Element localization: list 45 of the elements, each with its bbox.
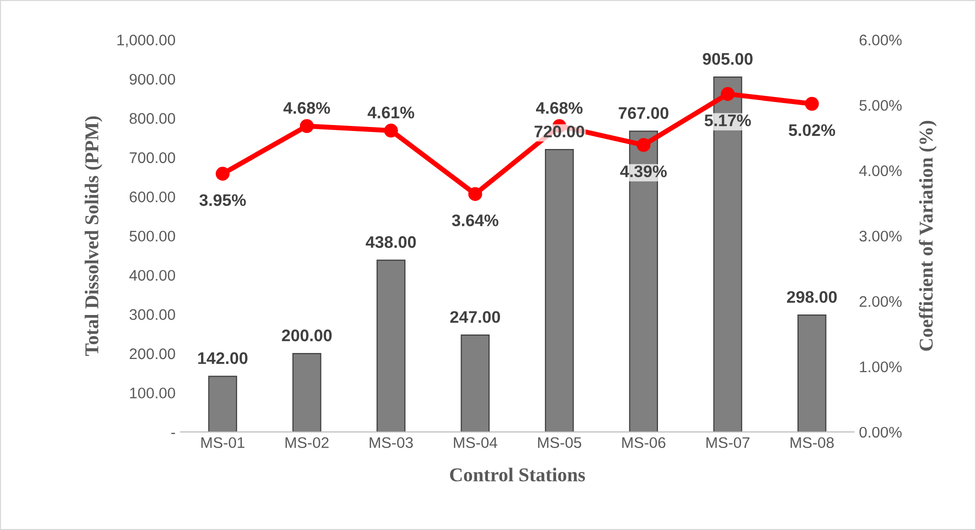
y2-axis-title: Coefficient of Variation (%) xyxy=(918,120,937,351)
data-label: 4.68% xyxy=(536,102,583,114)
y-tick-label: 300.00 xyxy=(130,309,176,320)
x-tick-label: MS-01 xyxy=(201,437,244,448)
y-tick-label: 800.00 xyxy=(130,113,176,124)
data-label: 438.00 xyxy=(366,236,416,248)
x-tick-label: MS-08 xyxy=(790,437,834,448)
y2-tick-label: 5.00% xyxy=(859,100,902,111)
x-tick-label: MS-07 xyxy=(706,437,750,448)
data-label: 3.95% xyxy=(199,194,246,206)
y-tick-label: 600.00 xyxy=(130,192,176,202)
x-tick-label: MS-04 xyxy=(454,437,498,448)
data-label: 767.00 xyxy=(618,107,668,119)
y-tick-label: 700.00 xyxy=(130,152,176,164)
data-label: 3.64% xyxy=(452,214,498,226)
data-label: 5.02% xyxy=(788,124,836,136)
y2-tick-label: 2.00% xyxy=(860,296,902,307)
data-label: 4.68% xyxy=(283,102,330,114)
data-label: 720.00 xyxy=(534,126,584,138)
x-tick-label: MS-03 xyxy=(370,437,413,448)
x-tick-label: MS-02 xyxy=(286,437,329,448)
y-tick-label: 900.00 xyxy=(130,74,176,85)
data-label: 4.39% xyxy=(620,165,667,178)
y-tick-label: - xyxy=(171,432,176,434)
y-axis-title: Total Dissolved Solids (PPM) xyxy=(84,116,102,356)
y2-tick-label: 4.00% xyxy=(859,165,902,176)
y2-tick-label: 0.00% xyxy=(859,426,902,438)
x-tick-label: MS-05 xyxy=(538,437,582,448)
data-label: 905.00 xyxy=(702,53,753,65)
x-axis-title: Control Stations xyxy=(450,468,585,482)
y2-tick-label: 3.00% xyxy=(859,230,902,242)
y2-tick-label: 1.00% xyxy=(860,361,902,372)
data-label: 200.00 xyxy=(282,330,332,342)
y-tick-label: 1,000.00 xyxy=(117,34,176,48)
data-label: 142.00 xyxy=(198,352,248,364)
y-tick-label: 500.00 xyxy=(130,230,176,242)
data-label: 247.00 xyxy=(450,311,500,323)
data-label: 298.00 xyxy=(787,291,837,303)
y-tick-label: 400.00 xyxy=(129,270,176,281)
data-label: 4.61% xyxy=(368,106,414,118)
y-tick-label: 200.00 xyxy=(130,348,176,360)
data-label: 5.17% xyxy=(704,114,751,126)
y-tick-label: 100.00 xyxy=(130,388,176,398)
x-tick-label: MS-06 xyxy=(622,437,666,448)
y2-tick-label: 6.00% xyxy=(860,34,902,46)
